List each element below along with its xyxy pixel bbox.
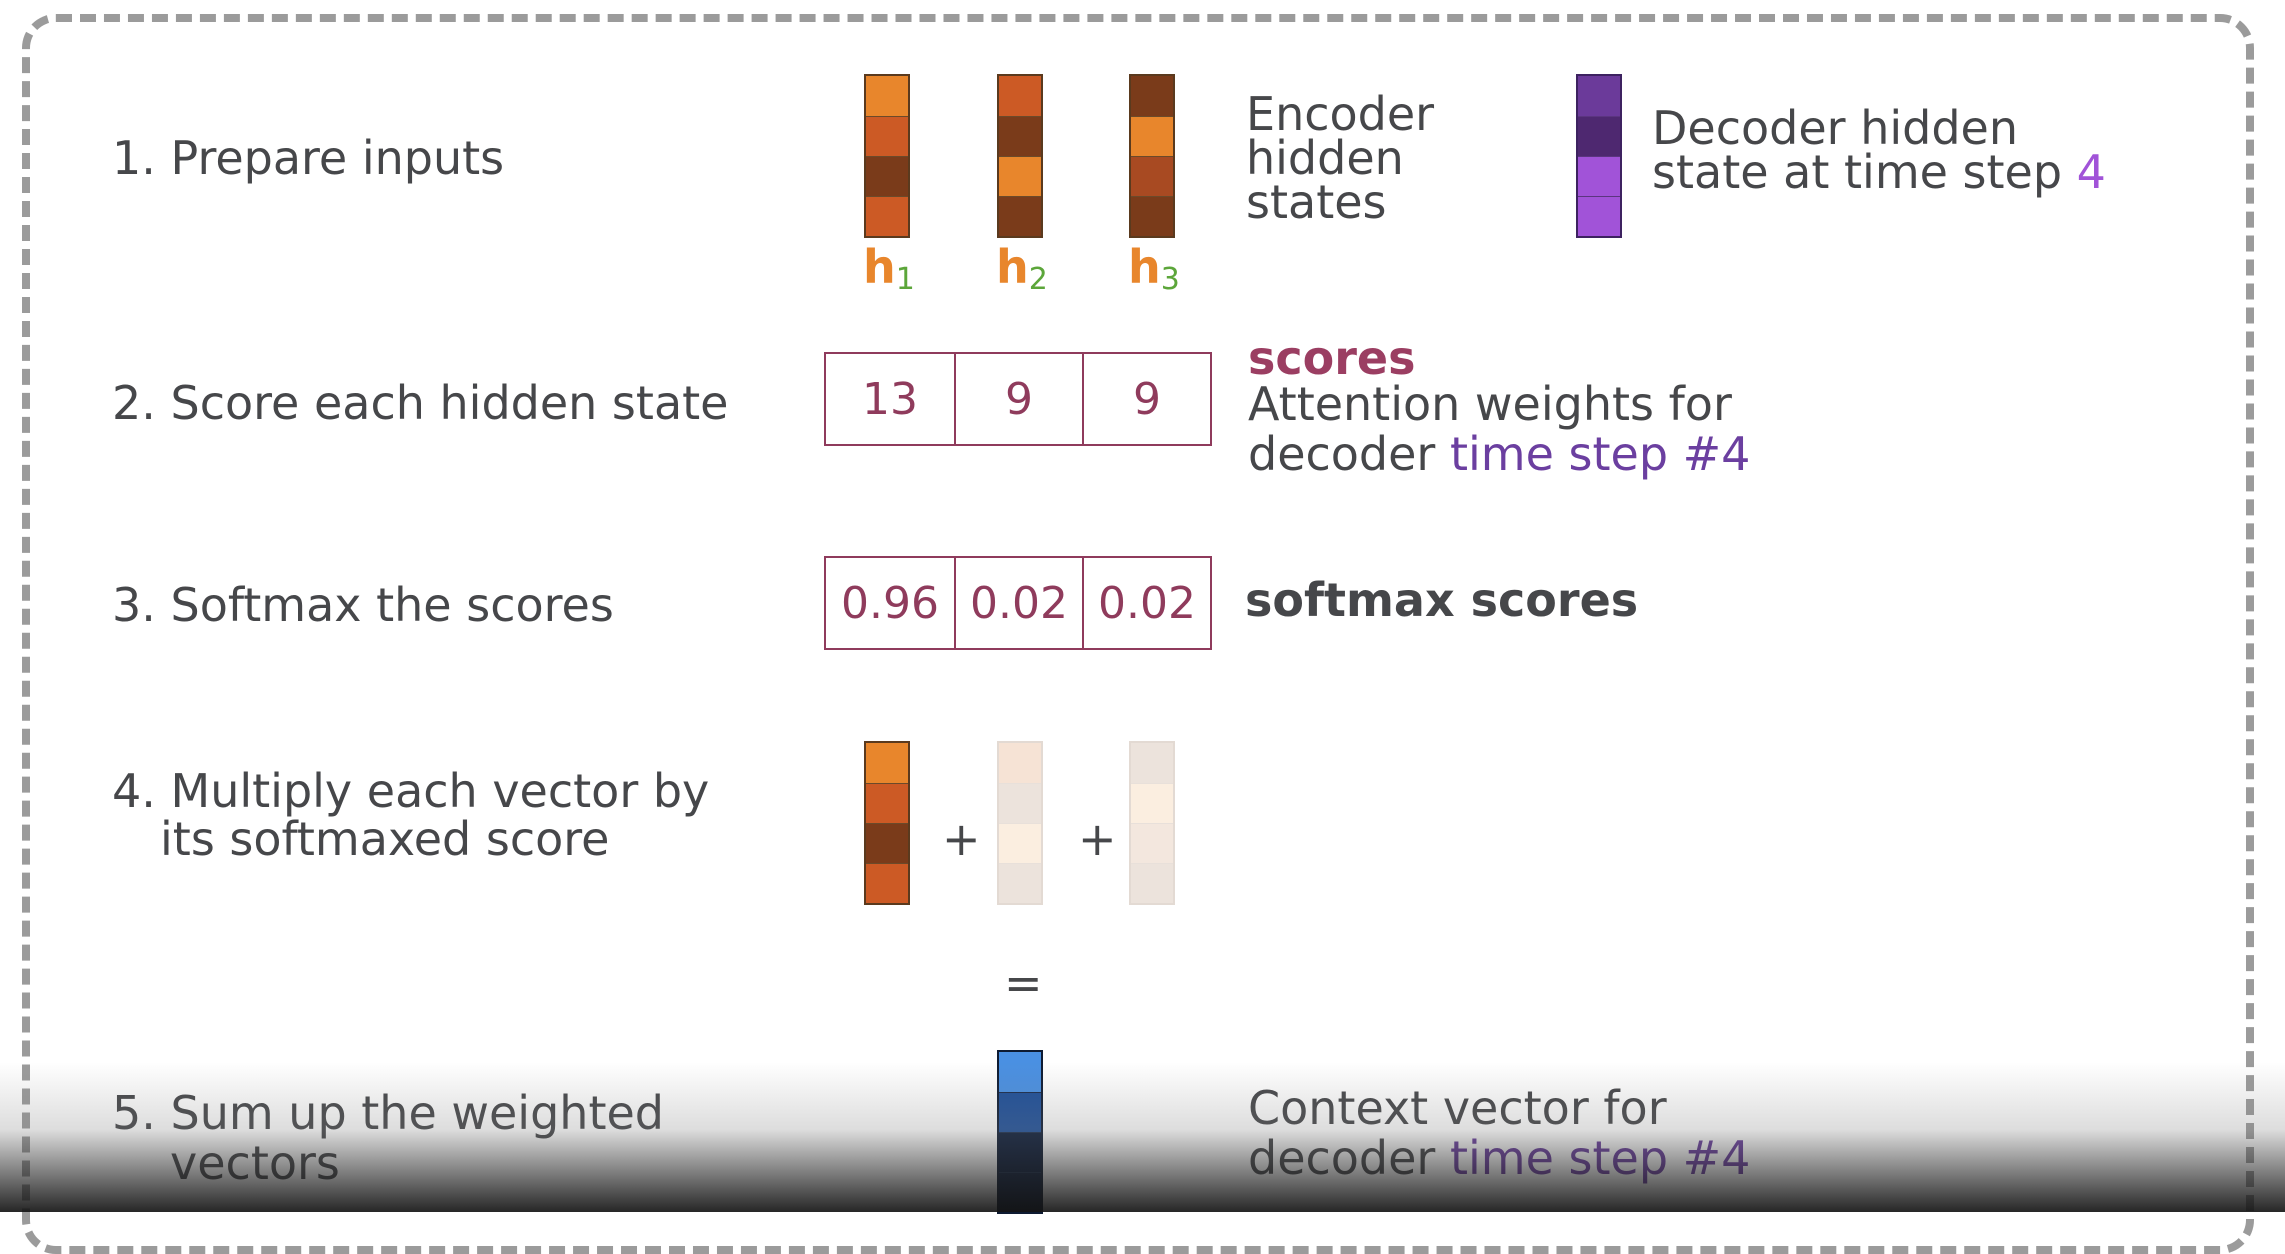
- weighted-3-cell-1: [1131, 743, 1173, 783]
- weighted-1-cell-2: [866, 783, 908, 823]
- context-time-step: time step #4: [1449, 1131, 1751, 1185]
- step-4-label-line2: its softmaxed score: [160, 812, 610, 866]
- score-cell-3: 9: [1082, 354, 1210, 444]
- context-cell-4: [999, 1172, 1041, 1212]
- step-4-label-line1: 4. Multiply each vector by: [112, 764, 710, 818]
- scores-box: 13 9 9: [824, 352, 1212, 446]
- decoder-label-line2: state at time step 4: [1652, 145, 2106, 199]
- encoder-h3-cell-3: [1131, 156, 1173, 196]
- step-3-label: 3. Softmax the scores: [112, 578, 614, 632]
- decoder-cell-4: [1578, 196, 1620, 236]
- scores-desc-line1: Attention weights for: [1248, 377, 1732, 431]
- encoder-h3-cell-4: [1131, 196, 1173, 236]
- context-cell-1: [999, 1052, 1041, 1092]
- step-5-label-line2: vectors: [170, 1136, 340, 1190]
- step-5-label-line1: 5. Sum up the weighted: [112, 1086, 664, 1140]
- encoder-vector-h3: [1129, 74, 1175, 238]
- encoder-h3-cell-2: [1131, 116, 1173, 156]
- encoder-h3-cell-1: [1131, 76, 1173, 116]
- step-1-label: 1. Prepare inputs: [112, 131, 505, 185]
- weighted-2-cell-2: [999, 783, 1041, 823]
- weighted-1-cell-3: [866, 823, 908, 863]
- plus-sign-1: +: [942, 812, 981, 866]
- encoder-h2-cell-2: [999, 116, 1041, 156]
- softmax-cell-3: 0.02: [1082, 558, 1210, 648]
- step-2-label: 2. Score each hidden state: [112, 376, 729, 430]
- label-h2: h2: [996, 240, 1048, 297]
- softmax-cell-1: 0.96: [841, 577, 939, 629]
- context-cell-3: [999, 1132, 1041, 1172]
- softmax-cell-2: 0.02: [954, 558, 1082, 648]
- context-vector: [997, 1050, 1043, 1214]
- encoder-vector-h1: [864, 74, 910, 238]
- decoder-label-line1: Decoder hidden: [1652, 101, 2018, 155]
- decoder-cell-2: [1578, 116, 1620, 156]
- encoder-label-line3: states: [1246, 175, 1387, 229]
- label-h3: h3: [1128, 240, 1180, 297]
- decoder-step-number: 4: [2076, 145, 2106, 199]
- encoder-h1-cell-3: [866, 156, 908, 196]
- encoder-h2-cell-4: [999, 196, 1041, 236]
- weighted-3-cell-4: [1131, 863, 1173, 903]
- scores-time-step: time step #4: [1449, 427, 1751, 481]
- weighted-vector-2: [997, 741, 1043, 905]
- encoder-h1-cell-1: [866, 76, 908, 116]
- label-h1: h1: [863, 240, 915, 297]
- scores-title: scores: [1248, 331, 1416, 385]
- decoder-cell-1: [1578, 76, 1620, 116]
- encoder-h2-cell-3: [999, 156, 1041, 196]
- weighted-3-cell-2: [1131, 783, 1173, 823]
- encoder-h2-cell-1: [999, 76, 1041, 116]
- weighted-2-cell-4: [999, 863, 1041, 903]
- context-desc-line2: decoder time step #4: [1248, 1131, 1751, 1185]
- softmax-box: 0.96 0.02 0.02: [824, 556, 1212, 650]
- encoder-label-line2: hidden: [1246, 131, 1404, 185]
- encoder-h1-cell-2: [866, 116, 908, 156]
- context-desc-line1: Context vector for: [1248, 1081, 1667, 1135]
- encoder-label-line1: Encoder: [1246, 87, 1435, 141]
- decoder-cell-3: [1578, 156, 1620, 196]
- score-cell-2: 9: [954, 354, 1082, 444]
- decoder-hidden-vector: [1576, 74, 1622, 238]
- encoder-h1-cell-4: [866, 196, 908, 236]
- encoder-vector-h2: [997, 74, 1043, 238]
- weighted-2-cell-3: [999, 823, 1041, 863]
- score-cell-1: 13: [862, 373, 918, 425]
- context-cell-2: [999, 1092, 1041, 1132]
- weighted-vector-1: [864, 741, 910, 905]
- weighted-vector-3: [1129, 741, 1175, 905]
- equals-sign: =: [1004, 956, 1043, 1010]
- weighted-3-cell-3: [1131, 823, 1173, 863]
- scores-desc-line2: decoder time step #4: [1248, 427, 1751, 481]
- softmax-label: softmax scores: [1245, 573, 1639, 627]
- weighted-1-cell-4: [866, 863, 908, 903]
- weighted-2-cell-1: [999, 743, 1041, 783]
- weighted-1-cell-1: [866, 743, 908, 783]
- plus-sign-2: +: [1078, 812, 1117, 866]
